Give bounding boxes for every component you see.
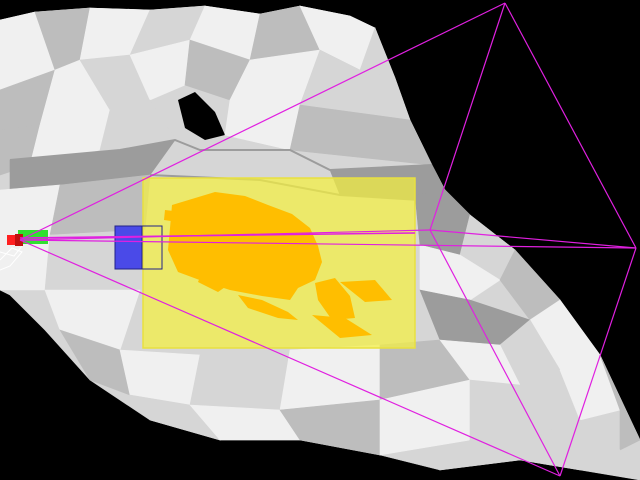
frustum-edge	[19, 2, 506, 241]
gizmo-red-marker	[7, 235, 22, 245]
camera-frustum-icon	[19, 2, 637, 477]
frustum-edge	[429, 229, 637, 249]
frustum-edge	[429, 229, 561, 477]
highlight-fragment	[164, 210, 182, 222]
marker-cube-outline	[114, 225, 163, 270]
gizmo-red-marker-inner	[15, 234, 23, 246]
highlight-fragment	[198, 272, 228, 292]
frustum-edge	[19, 239, 637, 249]
view-axis-line	[19, 232, 416, 239]
marker-cube-icon[interactable]	[114, 225, 163, 270]
frustum-edge	[559, 247, 637, 477]
highlight-region	[164, 192, 392, 338]
facet	[99, 99, 176, 151]
highlight-fragment	[312, 315, 372, 338]
marker-cube-fill	[115, 226, 142, 269]
facet	[419, 244, 501, 301]
frustum-edge	[19, 239, 561, 477]
frustum-edge	[504, 2, 637, 249]
highlight-main	[168, 192, 322, 300]
facet	[299, 49, 411, 121]
frustum-edge	[429, 2, 506, 231]
terrain-ridge	[9, 138, 433, 172]
facet	[189, 349, 291, 411]
highlight-fragment	[238, 295, 298, 320]
highlight-fragment	[315, 278, 355, 320]
highlight-fragment	[340, 280, 392, 302]
gizmo-wire	[0, 247, 23, 271]
gizmo-wire	[0, 245, 23, 257]
facet	[279, 344, 381, 411]
terrain-gap	[178, 92, 225, 140]
